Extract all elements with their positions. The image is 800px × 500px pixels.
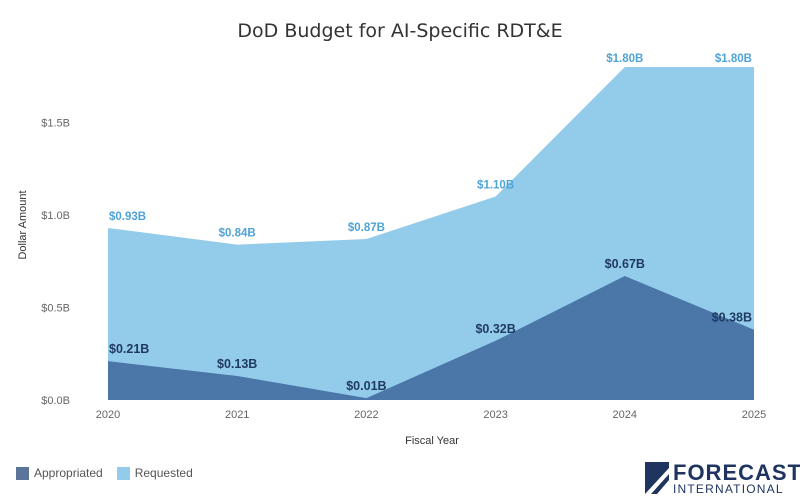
legend-label-requested: Requested [134, 466, 193, 480]
legend-item-requested[interactable]: Requested [116, 466, 193, 480]
y-tick-label: $0.0B [41, 395, 70, 407]
forecast-international-logo: FORECAST INTERNATIONAL [645, 462, 800, 496]
data-label-appropriated: $0.32B [475, 322, 515, 336]
data-labels: $0.93B $0.84B $0.87B $1.10B $1.80B $1.80B $0.2… [109, 53, 752, 393]
data-label-appropriated: $0.13B [217, 357, 257, 371]
x-tick-label: 2021 [225, 409, 249, 421]
data-label-requested: $0.84B [219, 228, 256, 240]
legend-swatch-appropriated [16, 466, 29, 480]
legend: Appropriated Requested [16, 466, 207, 480]
x-axis-label: Fiscal Year [405, 435, 459, 447]
chart: DoD Budget for AI-Specific RDT&E Dollar … [17, 20, 766, 447]
data-label-appropriated: $0.67B [605, 257, 645, 271]
data-label-appropriated: $0.38B [712, 311, 752, 325]
chart-areas [108, 67, 754, 400]
data-label-requested: $1.10B [477, 180, 514, 192]
x-tick-label: 2022 [354, 409, 378, 421]
y-tick-label: $1.5B [41, 118, 70, 130]
logo-mark-icon [645, 462, 669, 494]
x-tick-label: 2024 [613, 409, 637, 421]
logo-text-international: INTERNATIONAL [673, 482, 784, 496]
legend-item-appropriated[interactable]: Appropriated [16, 466, 103, 480]
data-label-requested: $0.87B [348, 222, 385, 234]
data-label-requested: $0.93B [109, 211, 146, 223]
y-axis-label: Dollar Amount [17, 190, 29, 259]
area-appropriated [108, 276, 754, 400]
x-axis-ticks: 2020 2021 2022 2023 2024 2025 [96, 409, 766, 421]
logo-text-forecast: FORECAST [673, 460, 800, 485]
legend-label-appropriated: Appropriated [34, 466, 103, 480]
x-tick-label: 2023 [483, 409, 507, 421]
data-label-appropriated: $0.01B [346, 379, 386, 393]
data-label-requested: $1.80B [715, 53, 752, 65]
x-tick-label: 2020 [96, 409, 120, 421]
y-tick-label: $0.5B [41, 303, 70, 315]
legend-swatch-requested [116, 466, 130, 480]
y-axis-ticks: $0.0B $0.5B $1.0B $1.5B [41, 118, 70, 408]
y-tick-label: $1.0B [41, 210, 70, 222]
chart-title: DoD Budget for AI-Specific RDT&E [237, 20, 562, 42]
data-label-requested: $1.80B [606, 53, 643, 65]
x-tick-label: 2025 [742, 409, 766, 421]
data-label-appropriated: $0.21B [109, 342, 149, 356]
